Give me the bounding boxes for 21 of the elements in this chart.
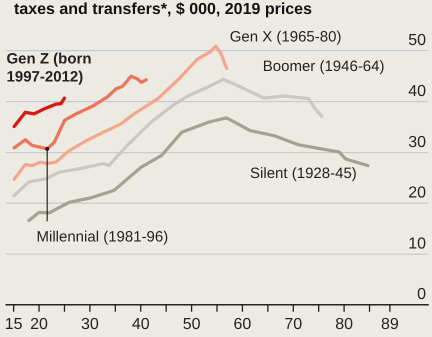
x-tick-label: 70: [284, 316, 302, 333]
x-tick-label: 50: [182, 316, 201, 333]
x-tick-label: 20: [30, 316, 48, 333]
y-tick-label: 20: [408, 184, 426, 202]
text: Millennial (1981-96): [36, 228, 168, 246]
x-tick-label: 60: [234, 316, 252, 333]
y-tick-label: 30: [408, 134, 426, 151]
x-tick-label: 89: [380, 316, 399, 333]
y-tick-label: 40: [408, 83, 426, 100]
x-tick-label: 80: [335, 316, 354, 333]
y-tick-label: 0: [417, 286, 426, 304]
y-tick-label: 50: [408, 32, 426, 50]
series-label: Gen Z (born 1997-2012): [6, 50, 92, 86]
x-tick-label: 40: [132, 316, 150, 333]
y-tick-label: 10: [408, 235, 426, 252]
series-label: Gen X (1965-80): [230, 28, 342, 46]
series-label: Silent (1928-45): [250, 164, 357, 182]
x-tick-label: 15: [4, 316, 23, 333]
series-label: Boomer (1946-64): [262, 58, 384, 76]
x-tick-label: 30: [80, 316, 99, 333]
chart-subtitle: taxes and transfers*, $ 000, 2019 prices: [14, 1, 312, 19]
